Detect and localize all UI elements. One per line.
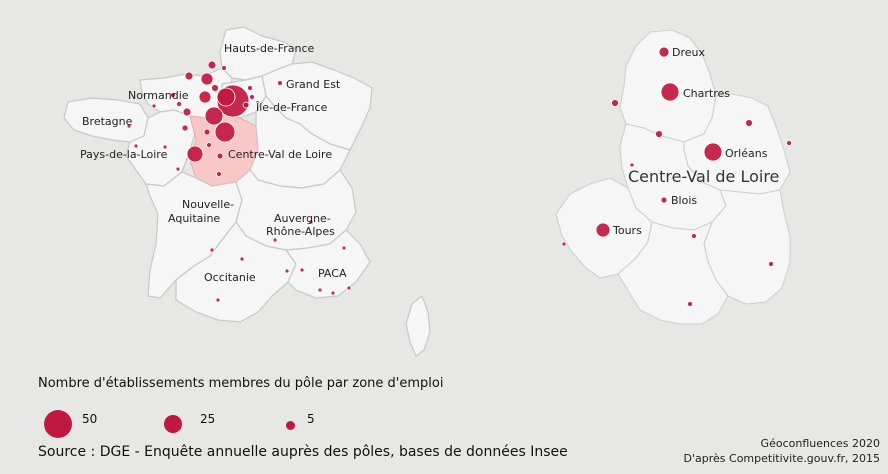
bubble [175,166,181,172]
label-blois: Blois [671,194,697,207]
bubble [247,85,253,91]
label-hauts-de-france: Hauts-de-France [224,42,315,55]
bubble [203,128,211,136]
bubble [277,80,283,86]
bubble [595,222,611,238]
bubble [198,90,212,104]
label-grand-est: Grand Est [286,78,341,91]
label-normandie: Normandie [128,89,189,102]
bubble [703,142,723,162]
bubble [186,145,204,163]
bubble [176,101,182,107]
bubble [687,301,693,307]
bubble [660,196,668,204]
bubble [216,152,224,160]
legend-value-5: 5 [307,412,315,426]
bubble [249,94,255,100]
label-pays-de-la-loire: Pays-de-la-Loire [80,148,168,161]
label-occitanie: Occitanie [204,271,256,284]
bubble [660,82,680,102]
bubble [206,142,212,148]
bubble [133,143,139,149]
label-auvergne-1: Auvergne- [274,212,331,225]
legend-circle-medium [164,415,182,433]
bubble [204,106,224,126]
bubble [330,290,336,296]
label-chartres: Chartres [683,87,730,100]
france-map: Hauts-de-France Grand Est Normandie Île-… [63,26,431,357]
label-centre-val-de-loire: Centre-Val de Loire [228,148,332,161]
bubble [658,46,670,58]
bubble [299,267,305,273]
region-corse [405,295,431,357]
bubble [182,107,192,117]
bubble [215,297,221,303]
cvl-bubbles [561,46,792,307]
bubble [308,219,314,225]
bubble [211,84,219,92]
region-paca [284,229,371,299]
bubble [214,121,236,143]
bubble [239,256,245,262]
cvl-map: Centre-Val de Loire Dreux Chartres Orléa… [555,29,792,325]
bubble [786,140,792,146]
bubble [341,245,347,251]
credit-line-2: D'après Competitivite.gouv.fr, 2015 [683,452,880,465]
bubble [745,119,753,127]
legend-circle-small [286,421,295,430]
bubble [184,71,194,81]
bubble [611,99,619,107]
legend-item-5: 5 [286,402,326,446]
bubble [284,268,290,274]
label-bretagne: Bretagne [82,115,133,128]
label-ile-de-france: Île-de-France [255,101,328,114]
label-auvergne-2: Rhône-Alpes [266,225,335,238]
dept-indre [617,220,729,325]
legend-circle-large [44,410,72,438]
credit: Géoconfluences 2020 D'après Competitivit… [684,436,880,466]
label-tours: Tours [612,224,642,237]
legend-value-25: 25 [200,412,216,426]
bubble [170,92,176,98]
legend-item-25: 25 [164,402,224,446]
bubble [126,123,132,129]
bubble [346,285,352,291]
bubble [629,162,635,168]
bubble [272,237,278,243]
label-dreux: Dreux [672,46,705,59]
legend-title: Nombre d'établissements membres du pôle … [38,376,444,391]
bubble [242,101,250,109]
bubble [181,124,189,132]
bubble [221,65,227,71]
bubble [207,60,217,70]
legend-value-50: 50 [82,412,98,426]
label-nouvelle-aquitaine-1: Nouvelle- [182,198,234,211]
bubble [317,287,323,293]
label-cvl-region: Centre-Val de Loire [628,167,779,186]
source-text: Source : DGE - Enquête annuelle auprès d… [38,444,568,460]
credit-line-1: Géoconfluences 2020 [760,437,880,450]
bubble [691,233,697,239]
france-bubbles [126,60,352,303]
label-nouvelle-aquitaine-2: Aquitaine [168,212,220,225]
bubble [209,247,215,253]
bubble [768,261,774,267]
bubble [216,87,236,107]
bubble [655,130,663,138]
bubble [200,72,214,86]
bubble [151,103,157,109]
label-orleans: Orléans [725,147,768,160]
bubble [561,241,567,247]
bubble [162,144,168,150]
bubble [216,171,222,177]
label-paca: PACA [318,267,347,280]
legend-item-50: 50 [44,402,104,446]
